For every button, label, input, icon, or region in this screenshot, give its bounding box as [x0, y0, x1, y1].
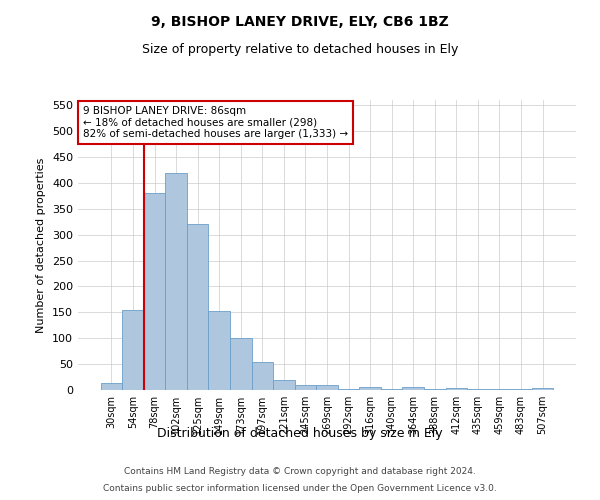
Bar — [532, 388, 553, 390]
Text: Size of property relative to detached houses in Ely: Size of property relative to detached ho… — [142, 42, 458, 56]
Text: Contains HM Land Registry data © Crown copyright and database right 2024.: Contains HM Land Registry data © Crown c… — [124, 468, 476, 476]
Bar — [316, 385, 338, 390]
Bar — [187, 224, 208, 390]
Bar — [230, 338, 251, 390]
Bar — [166, 172, 187, 390]
Bar — [208, 311, 230, 390]
Bar — [273, 380, 295, 390]
Text: Distribution of detached houses by size in Ely: Distribution of detached houses by size … — [157, 428, 443, 440]
Bar — [144, 193, 166, 390]
Text: Contains public sector information licensed under the Open Government Licence v3: Contains public sector information licen… — [103, 484, 497, 493]
Bar — [338, 389, 359, 390]
Text: 9 BISHOP LANEY DRIVE: 86sqm
← 18% of detached houses are smaller (298)
82% of se: 9 BISHOP LANEY DRIVE: 86sqm ← 18% of det… — [83, 106, 348, 139]
Bar — [381, 389, 403, 390]
Bar — [295, 385, 316, 390]
Bar — [122, 310, 144, 390]
Bar — [251, 362, 273, 390]
Bar — [446, 388, 467, 390]
Bar — [424, 389, 446, 390]
Bar — [359, 388, 381, 390]
Text: 9, BISHOP LANEY DRIVE, ELY, CB6 1BZ: 9, BISHOP LANEY DRIVE, ELY, CB6 1BZ — [151, 15, 449, 29]
Bar — [403, 388, 424, 390]
Y-axis label: Number of detached properties: Number of detached properties — [37, 158, 46, 332]
Bar — [101, 384, 122, 390]
